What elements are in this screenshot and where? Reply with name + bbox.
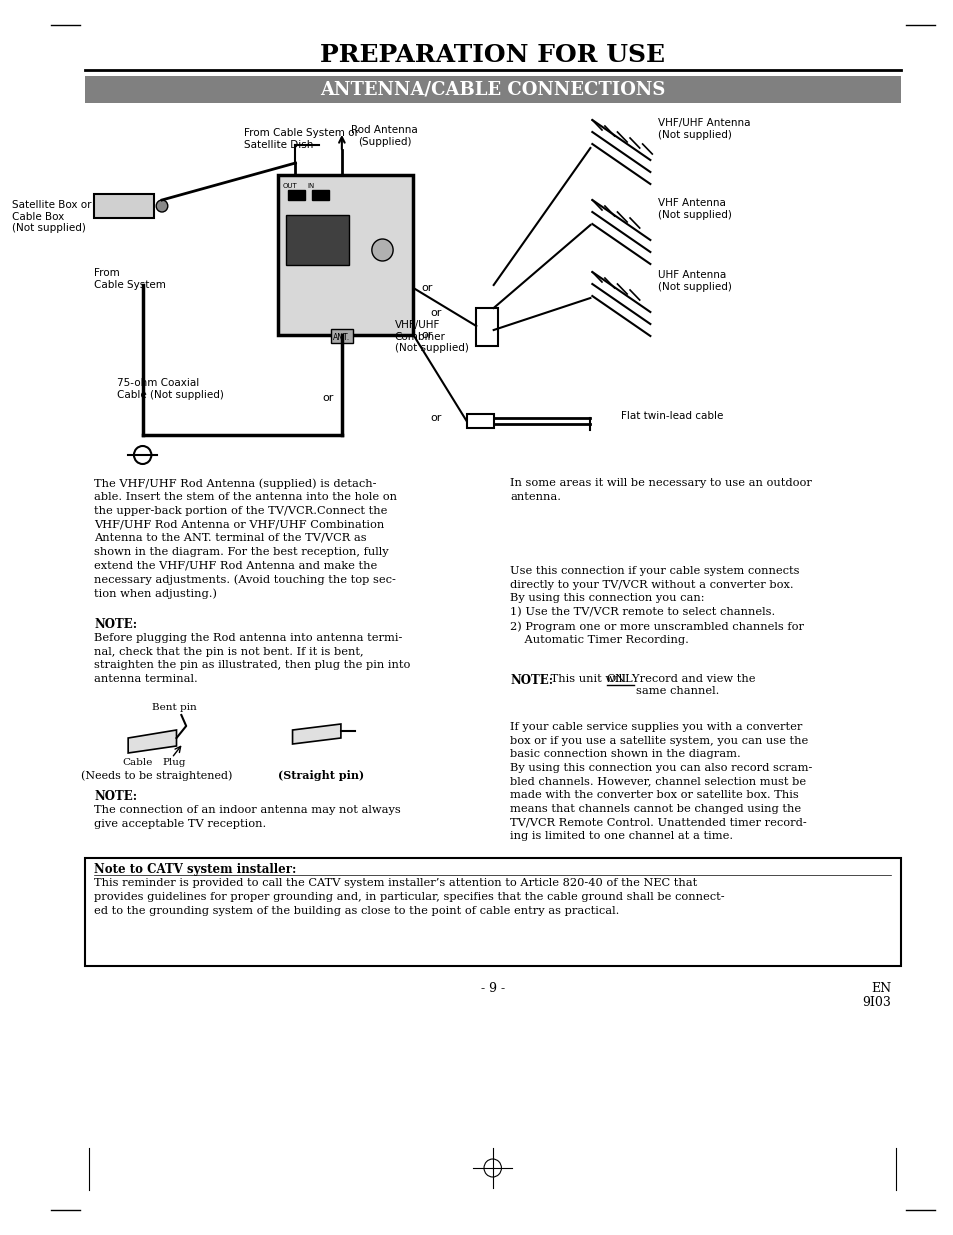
Bar bbox=[476, 308, 497, 346]
Circle shape bbox=[372, 240, 393, 261]
Text: The connection of an indoor antenna may not always
give acceptable TV reception.: The connection of an indoor antenna may … bbox=[94, 805, 400, 829]
Text: From
Cable System: From Cable System bbox=[94, 268, 166, 289]
Text: - 9 -: - 9 - bbox=[480, 982, 504, 995]
Text: VHF/UHF Antenna
(Not supplied): VHF/UHF Antenna (Not supplied) bbox=[658, 119, 750, 140]
Bar bbox=[286, 215, 348, 266]
Text: Cable: Cable bbox=[123, 758, 152, 767]
Text: ONLY: ONLY bbox=[606, 674, 639, 684]
Text: or: or bbox=[430, 412, 441, 424]
Text: The VHF/UHF Rod Antenna (supplied) is detach-
able. Insert the stem of the anten: The VHF/UHF Rod Antenna (supplied) is de… bbox=[94, 478, 396, 599]
Circle shape bbox=[483, 1158, 501, 1177]
Bar bbox=[277, 175, 413, 335]
Bar bbox=[312, 190, 329, 200]
Text: NOTE:: NOTE: bbox=[94, 618, 137, 631]
Text: OUT: OUT bbox=[283, 183, 297, 189]
Text: ANT.: ANT. bbox=[333, 332, 350, 342]
Text: or: or bbox=[430, 308, 441, 317]
Text: UHF Antenna
(Not supplied): UHF Antenna (Not supplied) bbox=[658, 270, 731, 291]
Bar bbox=[85, 858, 900, 966]
Text: 75-ohm Coaxial
Cable (Not supplied): 75-ohm Coaxial Cable (Not supplied) bbox=[116, 378, 223, 400]
Text: or: or bbox=[420, 283, 432, 293]
Bar bbox=[331, 329, 353, 343]
Text: IN: IN bbox=[307, 183, 314, 189]
Bar bbox=[288, 190, 305, 200]
Text: or: or bbox=[322, 393, 334, 403]
Text: Note to CATV system installer:: Note to CATV system installer: bbox=[94, 863, 296, 876]
Bar bbox=[85, 77, 900, 103]
Text: PREPARATION FOR USE: PREPARATION FOR USE bbox=[320, 43, 664, 67]
Polygon shape bbox=[128, 730, 176, 753]
Text: Before plugging the Rod antenna into antenna termi-
nal, check that the pin is n: Before plugging the Rod antenna into ant… bbox=[94, 634, 410, 684]
Bar bbox=[94, 194, 154, 219]
Circle shape bbox=[133, 446, 152, 464]
Text: Flat twin-lead cable: Flat twin-lead cable bbox=[620, 411, 723, 421]
Text: NOTE:: NOTE: bbox=[510, 674, 553, 687]
Text: If your cable service supplies you with a converter
box or if you use a satellit: If your cable service supplies you with … bbox=[510, 722, 812, 841]
Text: or: or bbox=[420, 330, 432, 340]
Text: record and view the
same channel.: record and view the same channel. bbox=[636, 674, 755, 695]
Text: Bent pin: Bent pin bbox=[152, 703, 196, 713]
Text: ANTENNA/CABLE CONNECTIONS: ANTENNA/CABLE CONNECTIONS bbox=[319, 82, 664, 99]
Text: 9I03: 9I03 bbox=[862, 995, 890, 1009]
Text: Rod Antenna
(Supplied): Rod Antenna (Supplied) bbox=[351, 125, 417, 147]
Text: Use this connection if your cable system connects
directly to your TV/VCR withou: Use this connection if your cable system… bbox=[510, 566, 803, 645]
Text: This reminder is provided to call the CATV system installer’s attention to Artic: This reminder is provided to call the CA… bbox=[94, 878, 724, 916]
Circle shape bbox=[156, 200, 168, 212]
Text: VHF Antenna
(Not supplied): VHF Antenna (Not supplied) bbox=[658, 198, 731, 220]
Text: This unit will: This unit will bbox=[546, 674, 629, 684]
Text: NOTE:: NOTE: bbox=[94, 790, 137, 803]
Text: In some areas it will be necessary to use an outdoor
antenna.: In some areas it will be necessary to us… bbox=[510, 478, 811, 501]
Text: (Straight pin): (Straight pin) bbox=[278, 769, 364, 781]
Text: VHF/UHF
Combiner
(Not supplied): VHF/UHF Combiner (Not supplied) bbox=[395, 320, 468, 353]
Text: (Needs to be straightened): (Needs to be straightened) bbox=[81, 769, 233, 781]
Text: Satellite Box or
Cable Box
(Not supplied): Satellite Box or Cable Box (Not supplied… bbox=[11, 200, 91, 233]
Text: EN: EN bbox=[870, 982, 890, 995]
Bar bbox=[466, 414, 493, 429]
Text: From Cable System or
Satellite Dish: From Cable System or Satellite Dish bbox=[244, 128, 358, 149]
Text: Plug: Plug bbox=[163, 758, 186, 767]
Polygon shape bbox=[293, 724, 340, 743]
